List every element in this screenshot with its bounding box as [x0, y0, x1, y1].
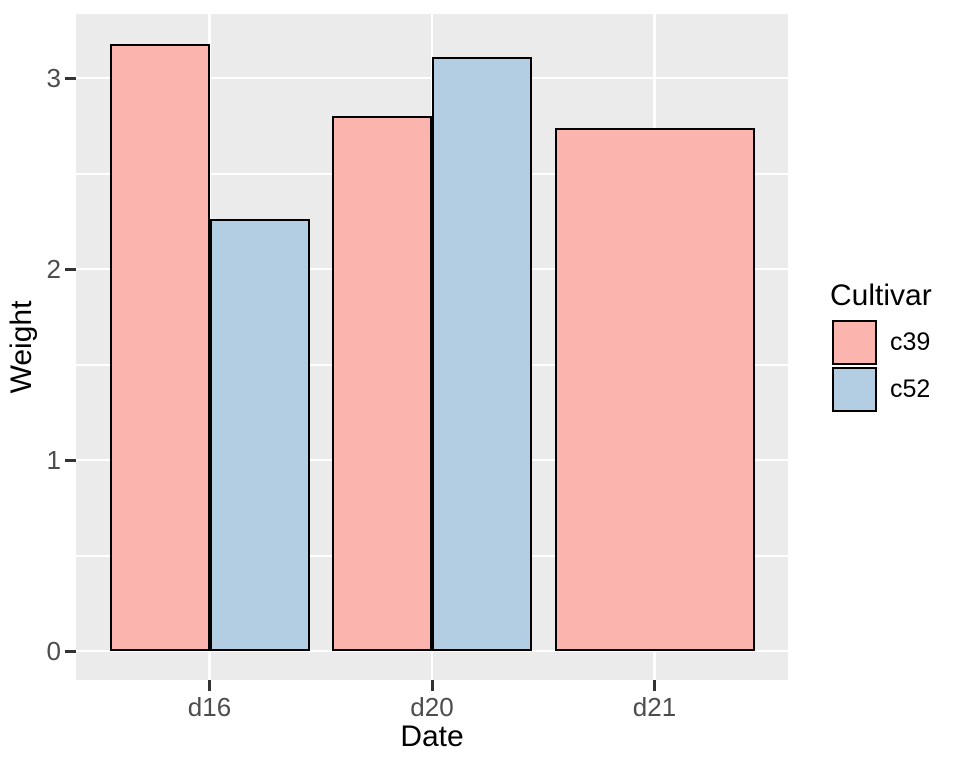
x-tick-label: d21: [632, 692, 677, 722]
bar-d21-c39: [554, 128, 755, 651]
bar-d16-c52: [209, 219, 310, 651]
y-axis-title: Weight: [5, 300, 38, 394]
x-tick: [208, 680, 211, 691]
y-tick-label: 2: [46, 254, 61, 284]
x-tick-label: d16: [187, 692, 232, 722]
x-tick: [653, 680, 656, 691]
y-tick-label: 3: [46, 63, 61, 93]
legend-swatch-c52: [832, 367, 877, 412]
bar-d16-c39: [109, 44, 210, 651]
bar-d20-c52: [432, 57, 532, 651]
y-tick: [65, 267, 76, 271]
y-tick-label: 1: [46, 445, 61, 475]
legend-title: Cultivar: [830, 279, 932, 312]
x-axis-title: Date: [400, 720, 464, 753]
bar-d20-c39: [332, 116, 432, 651]
x-tick: [430, 680, 434, 691]
legend: Cultivar c39 c52: [830, 279, 932, 414]
legend-swatch-c39: [832, 320, 877, 365]
legend-entry-c39: c39: [832, 320, 932, 365]
legend-label-c39: c39: [890, 328, 931, 356]
legend-label-c52: c52: [890, 375, 931, 403]
x-tick-label: d20: [410, 692, 454, 722]
legend-entry-c52: c52: [832, 367, 932, 412]
y-tick: [65, 458, 76, 462]
y-tick: [65, 649, 76, 653]
y-tick: [65, 76, 76, 80]
y-tick-label: 0: [46, 636, 61, 666]
